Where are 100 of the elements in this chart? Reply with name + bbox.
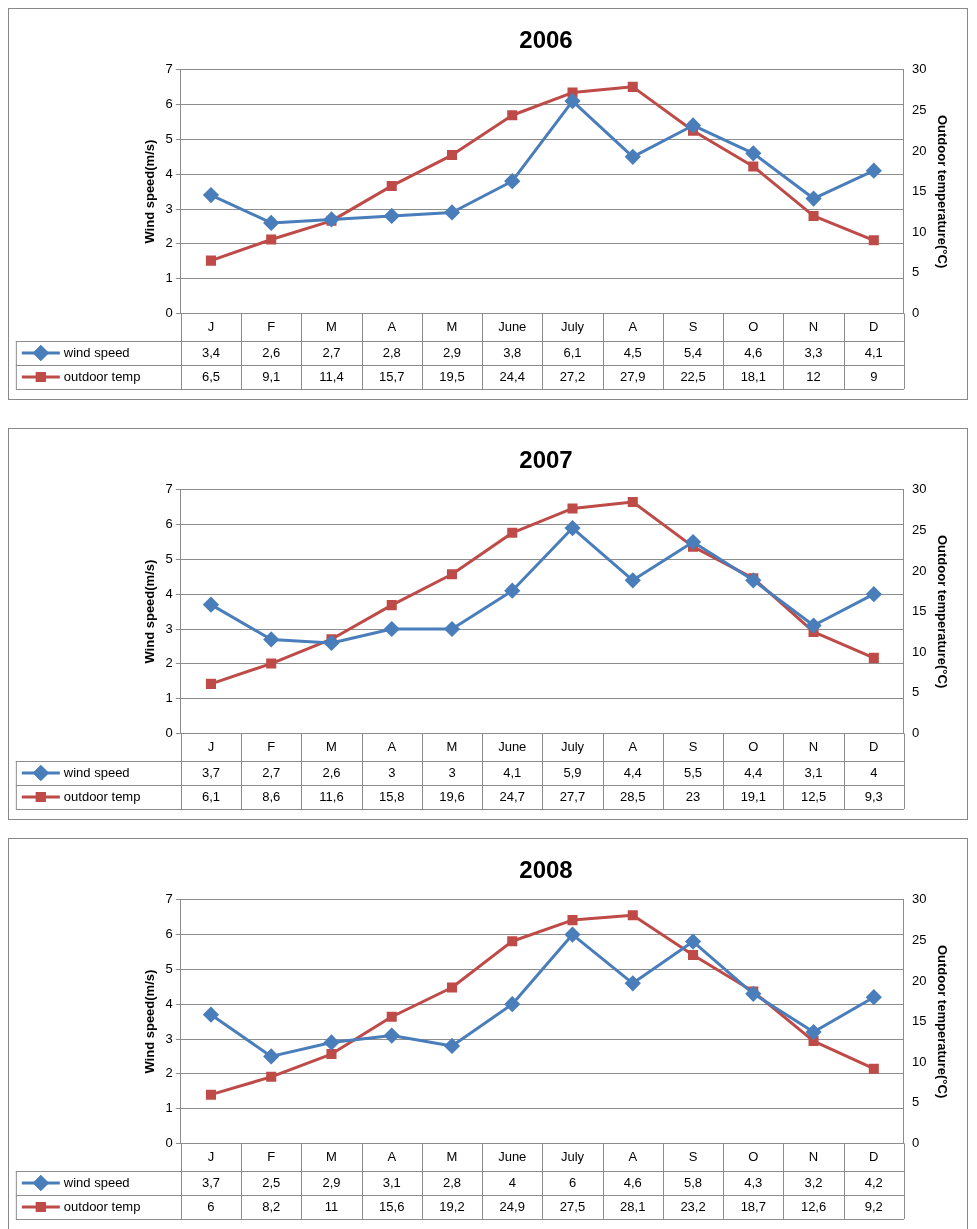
- y-axis-title: Wind speed(m/s): [142, 559, 158, 664]
- x-tick-label: July: [560, 318, 585, 334]
- data-label: 4: [508, 1174, 516, 1190]
- data-label: 4,6: [744, 344, 763, 360]
- legend-label: outdoor temp: [63, 1198, 141, 1214]
- y-tick-label: 4: [165, 585, 173, 601]
- data-label: 27,2: [559, 368, 586, 384]
- y-tick-label: 7: [165, 61, 173, 77]
- x-tick-label: M: [326, 738, 337, 754]
- x-tick-label: O: [748, 1148, 759, 1164]
- y-tick-label: 2: [165, 1065, 173, 1081]
- y-tick-label: 3: [165, 1030, 173, 1046]
- x-tick-label: F: [267, 738, 276, 754]
- data-label: 5,9: [563, 764, 582, 780]
- data-label: 3,3: [804, 344, 823, 360]
- data-label: 9: [870, 368, 878, 384]
- y2-tick-label: 0: [911, 304, 920, 320]
- y-tick-label: 6: [165, 516, 173, 532]
- y2-tick-label: 30: [911, 481, 927, 497]
- data-label: 5,5: [683, 764, 703, 780]
- data-label: 19,5: [439, 368, 465, 384]
- x-tick-label: J: [207, 318, 215, 334]
- x-tick-label: A: [387, 738, 397, 754]
- y-tick-label: 6: [165, 96, 173, 112]
- x-tick-label: A: [628, 1148, 638, 1164]
- data-label: 11,6: [319, 788, 344, 804]
- y2-tick-label: 20: [911, 562, 927, 578]
- data-label: 11,4: [319, 368, 344, 384]
- data-label: 9,2: [864, 1198, 883, 1214]
- y2-tick-label: 25: [911, 101, 927, 117]
- x-tick-label: A: [628, 318, 638, 334]
- data-label: 24,7: [499, 788, 525, 804]
- y-tick-label: 3: [165, 620, 173, 636]
- data-label: 19,6: [439, 788, 465, 804]
- x-tick-label: A: [628, 738, 638, 754]
- y-tick-label: 2: [165, 655, 173, 671]
- data-label: 5,4: [683, 344, 703, 360]
- data-label: 23,2: [680, 1198, 706, 1214]
- x-tick-label: F: [267, 1148, 276, 1164]
- data-label: 6: [207, 1198, 215, 1214]
- x-tick-label: M: [446, 738, 458, 754]
- data-label: 3: [448, 764, 456, 780]
- y-tick-label: 4: [165, 995, 173, 1011]
- x-tick-label: June: [498, 318, 527, 334]
- data-label: 3,7: [201, 764, 220, 780]
- data-label: 9,1: [262, 368, 281, 384]
- x-tick-label: D: [869, 1148, 879, 1164]
- x-tick-label: S: [688, 1148, 698, 1164]
- y2-tick-label: 5: [911, 684, 920, 700]
- y2-tick-label: 20: [911, 972, 927, 988]
- data-label: 24,4: [499, 368, 525, 384]
- data-label: 4,5: [623, 344, 642, 360]
- y2-tick-label: 5: [911, 1094, 920, 1110]
- y-tick-label: 3: [165, 200, 173, 216]
- data-label: 6,1: [201, 788, 220, 804]
- chart-title: 2006: [519, 26, 573, 54]
- x-tick-label: M: [326, 318, 337, 334]
- y2-tick-label: 15: [911, 1013, 927, 1029]
- data-label: 6,1: [563, 344, 582, 360]
- data-label: 6,5: [201, 368, 220, 384]
- x-tick-label: July: [560, 1148, 585, 1164]
- x-tick-label: O: [748, 738, 759, 754]
- y2-tick-label: 0: [911, 1134, 920, 1150]
- data-label: 3,2: [804, 1174, 823, 1190]
- data-label: 8,6: [262, 788, 281, 804]
- y-tick-label: 6: [165, 926, 173, 942]
- data-label: 2,6: [262, 344, 281, 360]
- y2-tick-label: 30: [911, 891, 927, 907]
- data-label: 2,5: [262, 1174, 281, 1190]
- y2-tick-label: 0: [911, 724, 920, 740]
- y2-tick-label: 30: [911, 61, 927, 77]
- data-label: 19,1: [740, 788, 766, 804]
- data-label: 11: [324, 1198, 339, 1214]
- y-tick-label: 7: [165, 891, 173, 907]
- chart-title: 2008: [519, 856, 573, 884]
- legend-label: outdoor temp: [63, 368, 141, 384]
- y2-tick-label: 20: [911, 142, 927, 158]
- x-tick-label: M: [326, 1148, 337, 1164]
- x-tick-label: J: [207, 738, 215, 754]
- data-label: 19,2: [439, 1198, 465, 1214]
- data-label: 9,3: [864, 788, 883, 804]
- data-label: 3,1: [804, 764, 823, 780]
- legend-label: wind speed: [62, 1174, 130, 1190]
- y2-tick-label: 10: [911, 223, 927, 239]
- y-tick-label: 5: [165, 960, 173, 976]
- data-label: 27,5: [559, 1198, 586, 1214]
- data-label: 3,8: [503, 344, 522, 360]
- x-tick-label: S: [688, 738, 698, 754]
- x-tick-label: F: [267, 318, 276, 334]
- data-label: 28,5: [620, 788, 646, 804]
- data-label: 3,7: [201, 1174, 220, 1190]
- x-tick-label: D: [869, 318, 879, 334]
- data-label: 3: [388, 764, 396, 780]
- data-label: 4,2: [864, 1174, 883, 1190]
- y-tick-label: 1: [165, 270, 173, 286]
- data-label: 3,4: [201, 344, 220, 360]
- y-tick-label: 1: [165, 1100, 173, 1116]
- y2-tick-label: 10: [911, 643, 927, 659]
- data-label: 4,3: [744, 1174, 763, 1190]
- chart-title: 2007: [519, 446, 573, 474]
